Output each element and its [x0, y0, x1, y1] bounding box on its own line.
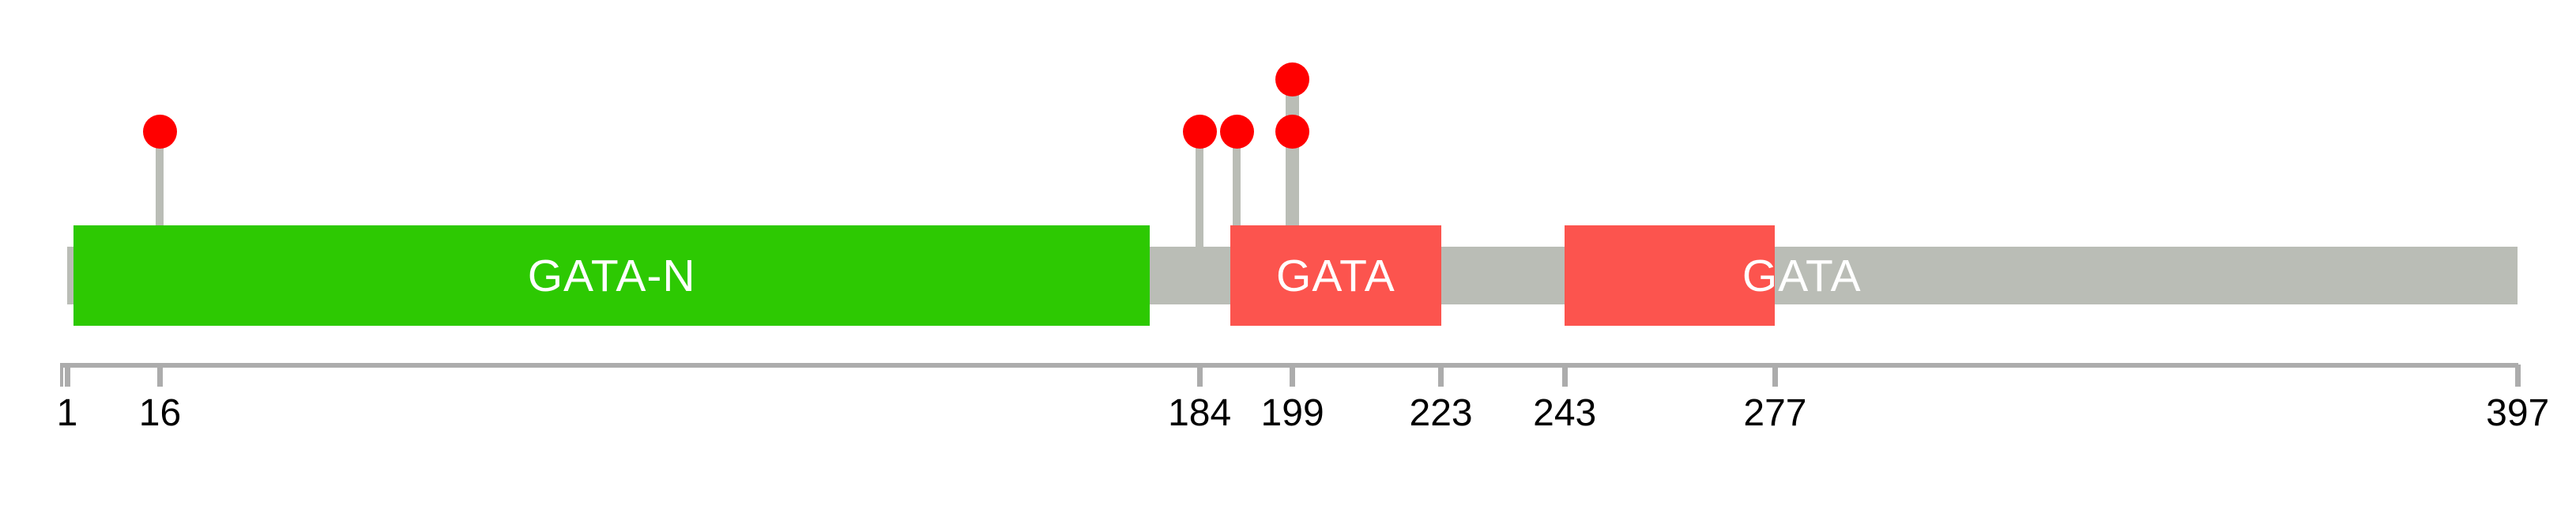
axis-tick-277	[1772, 365, 1778, 387]
axis-tick-1	[64, 365, 70, 387]
axis-tick-199	[1290, 365, 1296, 387]
domain-label: GATA	[1742, 250, 1862, 301]
axis-tick-16	[156, 365, 163, 387]
axis-tick-label-16: 16	[138, 392, 182, 434]
axis-tick-243	[1561, 365, 1568, 387]
domain-gata-243: GATA	[1565, 225, 1861, 326]
axis-tick-397	[2514, 365, 2521, 387]
mutation-marker-199-2	[1275, 62, 1310, 96]
mutation-marker-199-1	[1275, 114, 1310, 149]
x-axis-line	[60, 363, 2518, 368]
mutation-marker-16	[142, 114, 177, 149]
domain-label: GATA	[1276, 250, 1395, 301]
domain-label: GATA-N	[527, 250, 696, 301]
domain-gata-189: GATA	[1230, 225, 1441, 326]
mutation-marker-184	[1182, 114, 1217, 149]
lollipop-stick-184	[1196, 131, 1204, 247]
domain-gata-n-2: GATA-N	[73, 225, 1151, 326]
x-axis-left-cap	[60, 365, 63, 387]
axis-tick-label-199: 199	[1260, 392, 1324, 434]
axis-tick-label-243: 243	[1533, 392, 1597, 434]
lollipop-stick-16	[156, 131, 164, 247]
axis-tick-label-1: 1	[56, 392, 78, 434]
axis-tick-label-223: 223	[1409, 392, 1473, 434]
axis-tick-label-277: 277	[1743, 392, 1807, 434]
axis-tick-184	[1196, 365, 1203, 387]
axis-tick-label-184: 184	[1168, 392, 1232, 434]
axis-tick-label-397: 397	[2486, 392, 2550, 434]
lollipop-stick-190	[1233, 131, 1241, 247]
mutation-marker-190	[1219, 114, 1254, 149]
axis-tick-223	[1438, 365, 1444, 387]
